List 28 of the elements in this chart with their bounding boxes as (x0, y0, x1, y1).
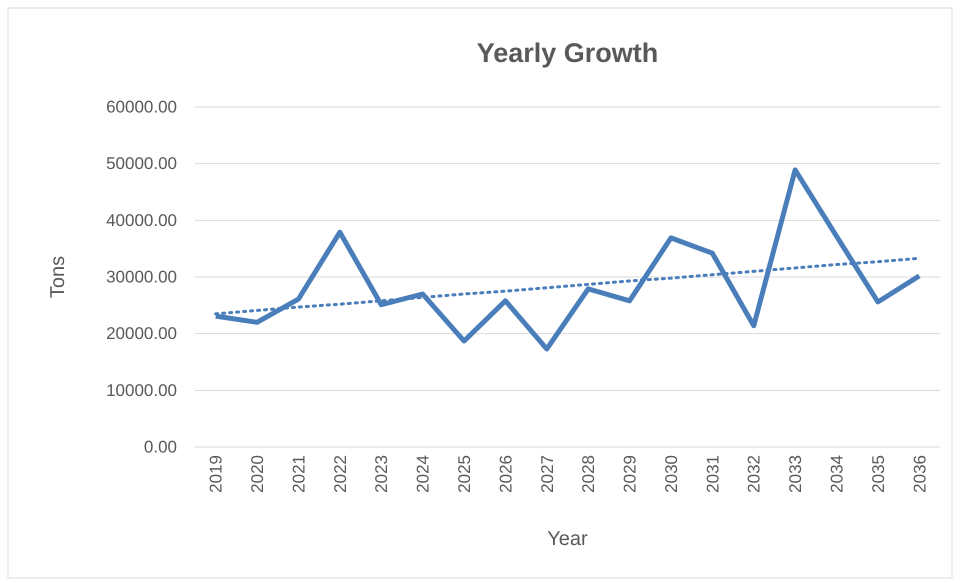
y-tick-label: 20000.00 (106, 324, 177, 344)
x-tick-label: 2021 (289, 455, 308, 493)
y-tick-label: 40000.00 (106, 210, 177, 230)
y-tick-label: 0.00 (144, 437, 177, 456)
y-tick-label: 50000.00 (106, 154, 177, 174)
x-tick-label: 2032 (744, 455, 764, 493)
x-tick-label: 2026 (496, 455, 516, 493)
x-tick-label: 2022 (330, 455, 350, 493)
x-tick-label: 2035 (868, 455, 888, 493)
y-tick-label: 30000.00 (106, 267, 177, 286)
x-tick-label: 2019 (206, 455, 226, 493)
y-tick-label: 10000.00 (106, 380, 177, 400)
chart-title: Yearly Growth (476, 38, 658, 68)
x-tick-label: 2033 (786, 455, 806, 493)
y-axis-title: Tons (47, 256, 69, 298)
x-tick-label: 2023 (372, 455, 392, 493)
x-tick-label: 2028 (579, 455, 598, 493)
x-tick-label: 2027 (538, 455, 557, 493)
x-tick-label: 2025 (454, 455, 474, 493)
x-tick-label: 2034 (827, 455, 846, 493)
x-tick-label: 2024 (414, 455, 433, 493)
x-axis-title: Year (547, 528, 588, 550)
x-tick-label: 2020 (248, 455, 268, 493)
x-tick-label: 2029 (620, 455, 640, 493)
y-tick-label: 60000.00 (106, 97, 177, 116)
x-tick-label: 2030 (662, 455, 681, 493)
x-tick-label: 2036 (910, 455, 930, 493)
x-tick-label: 2031 (703, 455, 722, 493)
